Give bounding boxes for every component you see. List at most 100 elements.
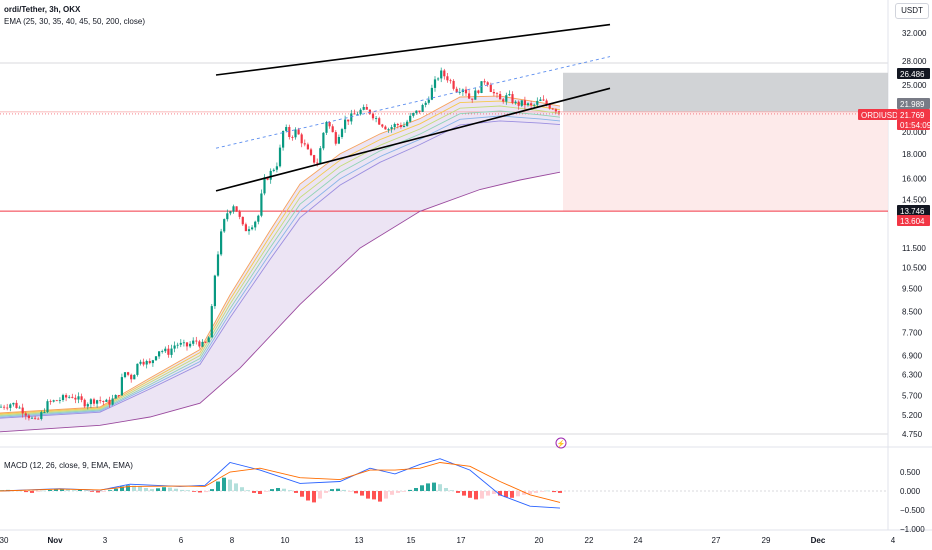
macd-histogram-bar: [204, 491, 208, 493]
candle-body: [164, 348, 167, 352]
macd-histogram-bar: [540, 491, 544, 492]
time-tick-label: 30: [0, 536, 9, 545]
candle-body: [148, 361, 151, 364]
candle-body: [223, 219, 226, 232]
time-tick-label: 6: [179, 536, 184, 545]
ema-200-line: [0, 171, 561, 433]
price-tick-label: 7.700: [902, 329, 923, 338]
candle-body: [179, 342, 182, 345]
candle-body: [192, 340, 195, 344]
macd-histogram-bar: [396, 491, 400, 493]
price-tick-label: 11.500: [902, 244, 926, 253]
macd-panel: ⚡: [0, 437, 888, 509]
candle-body: [210, 306, 213, 338]
macd-histogram-bar: [150, 489, 154, 491]
candle-body: [244, 224, 247, 232]
macd-histogram-bar: [222, 477, 226, 491]
candle-body: [548, 104, 551, 109]
candle-body: [260, 193, 263, 216]
ema-legend[interactable]: EMA (25, 30, 35, 40, 45, 50, 200, close): [4, 17, 145, 26]
macd-histogram-bar: [162, 487, 166, 491]
mid-dashed-trendline[interactable]: [215, 56, 611, 149]
macd-histogram-bar: [144, 488, 148, 491]
price-tick-label: 8.500: [902, 308, 923, 317]
macd-legend[interactable]: MACD (12, 26, close, 9, EMA, EMA): [4, 461, 133, 470]
macd-histogram-bar: [414, 488, 418, 491]
macd-histogram-bar: [210, 489, 214, 491]
candle-body: [554, 109, 557, 112]
last-price-label: 21.769: [900, 111, 925, 120]
price-tick-label: 4.750: [902, 430, 923, 439]
candle-body: [89, 399, 92, 405]
candle-body: [170, 348, 173, 355]
macd-tick-label: 0.500: [900, 468, 921, 477]
candle-body: [533, 104, 536, 106]
macd-histogram-bar: [48, 489, 52, 491]
macd-histogram-bar: [348, 491, 352, 492]
candle-body: [557, 111, 561, 113]
macd-histogram-bar: [198, 491, 202, 493]
time-tick-label: 24: [634, 536, 643, 545]
macd-histogram-bar: [294, 491, 298, 493]
macd-histogram-bar: [96, 491, 100, 493]
countdown-label-bg: [897, 119, 930, 130]
macd-histogram-bar: [306, 491, 310, 501]
macd-histogram-bar: [84, 490, 88, 491]
upper-trendline[interactable]: [215, 23, 611, 76]
candle-body: [52, 400, 55, 402]
candle-body: [368, 109, 371, 114]
candle-body: [254, 221, 257, 228]
macd-histogram-bar: [384, 491, 388, 499]
currency-button[interactable]: USDT: [895, 3, 929, 19]
candle-body: [55, 400, 58, 402]
candles: [0, 67, 561, 421]
macd-histogram-bar: [492, 491, 496, 494]
target-price-label-bg: [897, 68, 930, 79]
lower-trendline[interactable]: [215, 87, 611, 192]
price-tick-label: 14.500: [902, 195, 927, 204]
candle-body: [251, 227, 254, 230]
candle-body: [502, 99, 505, 102]
time-tick-label: 27: [712, 536, 721, 545]
time-tick-label: 15: [407, 536, 416, 545]
candle-body: [154, 356, 158, 361]
candle-body: [288, 127, 291, 137]
macd-histogram-bar: [432, 482, 436, 491]
macd-histogram-bar: [264, 491, 268, 492]
macd-histogram-bar: [192, 491, 196, 492]
price-tick-label: 32.000: [902, 29, 927, 38]
candle-body: [350, 113, 353, 122]
candle-body: [43, 412, 46, 413]
time-tick-label: 3: [103, 536, 108, 545]
candle-body: [415, 110, 418, 114]
time-tick-label: Nov: [47, 536, 63, 545]
event-marker-icon[interactable]: [555, 437, 567, 449]
candle-body: [412, 113, 415, 116]
candle-body: [238, 211, 241, 217]
candle-body: [430, 87, 433, 100]
macd-histogram-bar: [180, 489, 184, 491]
candle-body: [483, 81, 486, 83]
candle-body: [331, 126, 334, 133]
macd-histogram-bar: [372, 491, 376, 500]
candle-body: [545, 100, 548, 105]
candle-body: [96, 400, 99, 404]
candle-body: [80, 396, 83, 400]
entry-price-label: 21.989: [900, 100, 925, 109]
candle-body: [396, 124, 399, 126]
macd-histogram-bar: [474, 491, 478, 500]
candle-body: [6, 407, 9, 409]
ema-ribbon-fill: [0, 96, 560, 432]
macd-histogram-bar: [342, 489, 346, 491]
macd-histogram-bar: [438, 484, 442, 491]
macd-histogram-bar: [276, 488, 280, 491]
stop-level-price-label: 13.604: [900, 217, 925, 226]
candle-body: [300, 134, 303, 144]
symbol-legend[interactable]: ordi/Tether, 3h, OKX: [4, 5, 81, 14]
candle-body: [0, 406, 3, 408]
candle-body: [492, 92, 495, 94]
candle-body: [182, 342, 185, 344]
candle-body: [108, 399, 111, 405]
